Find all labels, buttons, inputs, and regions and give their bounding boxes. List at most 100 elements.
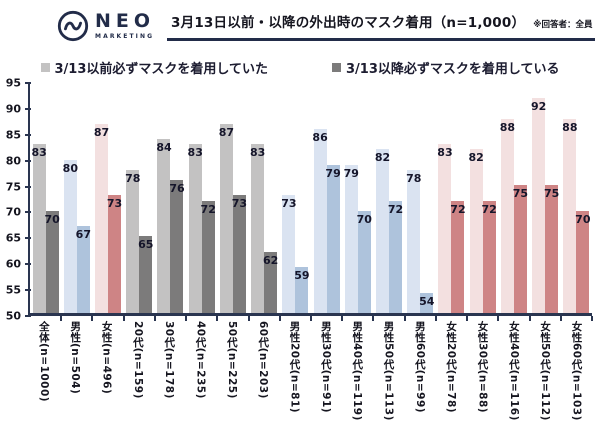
bar-before: 73 xyxy=(281,195,297,313)
y-axis-label: 95 xyxy=(5,76,21,90)
bar-group: 84 76 xyxy=(155,83,188,321)
bar-value-label: 59 xyxy=(294,269,310,282)
neo-marketing-logo: NEO MARKETING xyxy=(56,9,155,43)
bar-pair: 83 72 xyxy=(437,83,466,313)
x-axis-cell: 60代(n=203) xyxy=(247,321,278,437)
y-axis-label: 80 xyxy=(5,154,21,168)
bar-pair: 84 76 xyxy=(156,83,185,313)
bar-group: 80 67 xyxy=(61,83,94,321)
bar-after: 54 xyxy=(419,292,434,313)
bar-group: 92 75 xyxy=(530,83,562,321)
logo-subname: MARKETING xyxy=(95,33,155,40)
bar-pair: 83 70 xyxy=(31,83,60,313)
bar-value-label: 84 xyxy=(156,141,172,155)
x-axis-cell: 20代(n=159) xyxy=(122,321,153,437)
bar-before: 79 xyxy=(344,164,359,313)
y-axis: 50 55 60 65 70 75 80 85 90 95 xyxy=(2,77,31,323)
bar-value-label: 78 xyxy=(406,171,422,185)
bar-value-label: 73 xyxy=(281,197,297,211)
legend-swatch xyxy=(40,63,50,72)
bar-value-label: 83 xyxy=(249,146,266,160)
bar-after: 72 xyxy=(201,200,216,313)
bar-group: 82 72 xyxy=(373,83,406,321)
x-axis-cell: 男性50代(n=113) xyxy=(373,321,404,437)
x-axis-cell: 男性30代(n=91) xyxy=(310,321,341,437)
bar-after: 70 xyxy=(357,210,372,313)
bar-after: 70 xyxy=(44,210,60,313)
legend-item-after: 3/13以降必ずマスクを着用している xyxy=(332,58,560,77)
bar-after: 79 xyxy=(325,164,341,313)
y-axis-label: 65 xyxy=(5,231,21,245)
report-header: NEO MARKETING 3月13日以前・以降の外出時のマスク着用（n=1,0… xyxy=(0,0,600,43)
bar-after: 67 xyxy=(76,226,91,313)
respondents-note: ※回答者：全員 xyxy=(533,20,593,30)
x-axis-label: 40代(n=235) xyxy=(194,321,207,399)
bar-group: 78 54 xyxy=(405,83,438,321)
logo-name: NEO xyxy=(95,10,156,32)
bar-before: 88 xyxy=(499,118,516,313)
y-axis-label: 75 xyxy=(5,180,21,194)
x-axis-label: 30代(n=178) xyxy=(163,321,176,399)
bar-group: 79 70 xyxy=(342,83,375,321)
bar-value-label: 88 xyxy=(499,120,516,134)
bar-before: 87 xyxy=(93,123,110,313)
bar-value-label: 62 xyxy=(262,253,279,267)
bar-pair: 86 79 xyxy=(312,83,341,313)
y-axis-label: 50 xyxy=(5,309,21,323)
y-axis-label: 70 xyxy=(5,205,21,219)
bar-group: 83 62 xyxy=(249,83,281,321)
x-axis-label: 女性30代(n=88) xyxy=(476,321,489,414)
bar-group: 83 70 xyxy=(30,83,63,321)
bar-before: 92 xyxy=(531,98,546,313)
bar-pair: 82 72 xyxy=(468,83,497,313)
x-axis-cell: 男性40代(n=119) xyxy=(341,321,372,437)
bar-group: 87 73 xyxy=(217,83,250,321)
legend-label: 3/13以降必ずマスクを着用している xyxy=(346,62,560,77)
x-axis-label: 女性40代(n=116) xyxy=(507,321,520,421)
bar-before: 84 xyxy=(156,139,172,313)
bar-group: 88 70 xyxy=(561,83,594,321)
legend-swatch xyxy=(332,63,341,72)
bar-value-label: 73 xyxy=(231,197,248,211)
bar-before: 87 xyxy=(218,123,235,313)
bar-value-label: 82 xyxy=(468,151,484,165)
x-axis-cell: 30代(n=178) xyxy=(153,321,184,437)
bar-pair: 79 70 xyxy=(344,83,372,313)
bar-after: 73 xyxy=(107,195,122,313)
x-axis-cell: 全体(n=1000) xyxy=(28,321,59,437)
bar-before: 78 xyxy=(125,169,141,313)
x-axis-label: 男性30代(n=91) xyxy=(319,321,332,414)
bar-before: 82 xyxy=(468,149,484,313)
bar-after: 62 xyxy=(262,251,279,313)
x-axis-cell: 50代(n=225) xyxy=(216,321,247,437)
legend-item-before: 3/13以前必ずマスクを着用していた xyxy=(40,58,269,77)
x-axis-cell: 女性50代(n=112) xyxy=(529,321,560,437)
y-axis-label: 85 xyxy=(5,128,21,142)
x-axis-label: 女性50代(n=112) xyxy=(539,321,552,421)
bar-group: 83 72 xyxy=(436,83,469,321)
bar-value-label: 87 xyxy=(93,125,110,139)
bar-after: 72 xyxy=(388,200,403,313)
bar-before: 88 xyxy=(562,118,577,313)
x-axis-cell: 女性30代(n=88) xyxy=(467,321,498,437)
bar-after: 73 xyxy=(231,195,248,313)
bar-before: 83 xyxy=(249,144,266,313)
bar-before: 83 xyxy=(31,144,47,313)
bar-pair: 78 65 xyxy=(125,83,153,313)
bar-value-label: 87 xyxy=(218,125,235,139)
legend-label: 3/13以前必ずマスクを着用していた xyxy=(54,62,269,77)
bar-value-label: 78 xyxy=(125,171,141,185)
y-axis-tick xyxy=(25,315,31,317)
bar-after: 75 xyxy=(512,185,529,313)
bar-group: 88 75 xyxy=(498,83,531,321)
bar-pair: 88 75 xyxy=(499,83,529,313)
bar-value-label: 86 xyxy=(312,131,328,144)
bar-pair: 87 73 xyxy=(218,83,248,313)
bar-after: 72 xyxy=(482,200,497,313)
bar-pair: 73 59 xyxy=(281,83,310,313)
x-axis-label: 男性20代(n=81) xyxy=(288,321,301,414)
x-axis-label: 女性20代(n=78) xyxy=(445,321,458,414)
logo-text: NEO MARKETING xyxy=(95,10,156,41)
logo-wave-icon xyxy=(57,10,89,42)
bar-value-label: 75 xyxy=(512,187,529,201)
